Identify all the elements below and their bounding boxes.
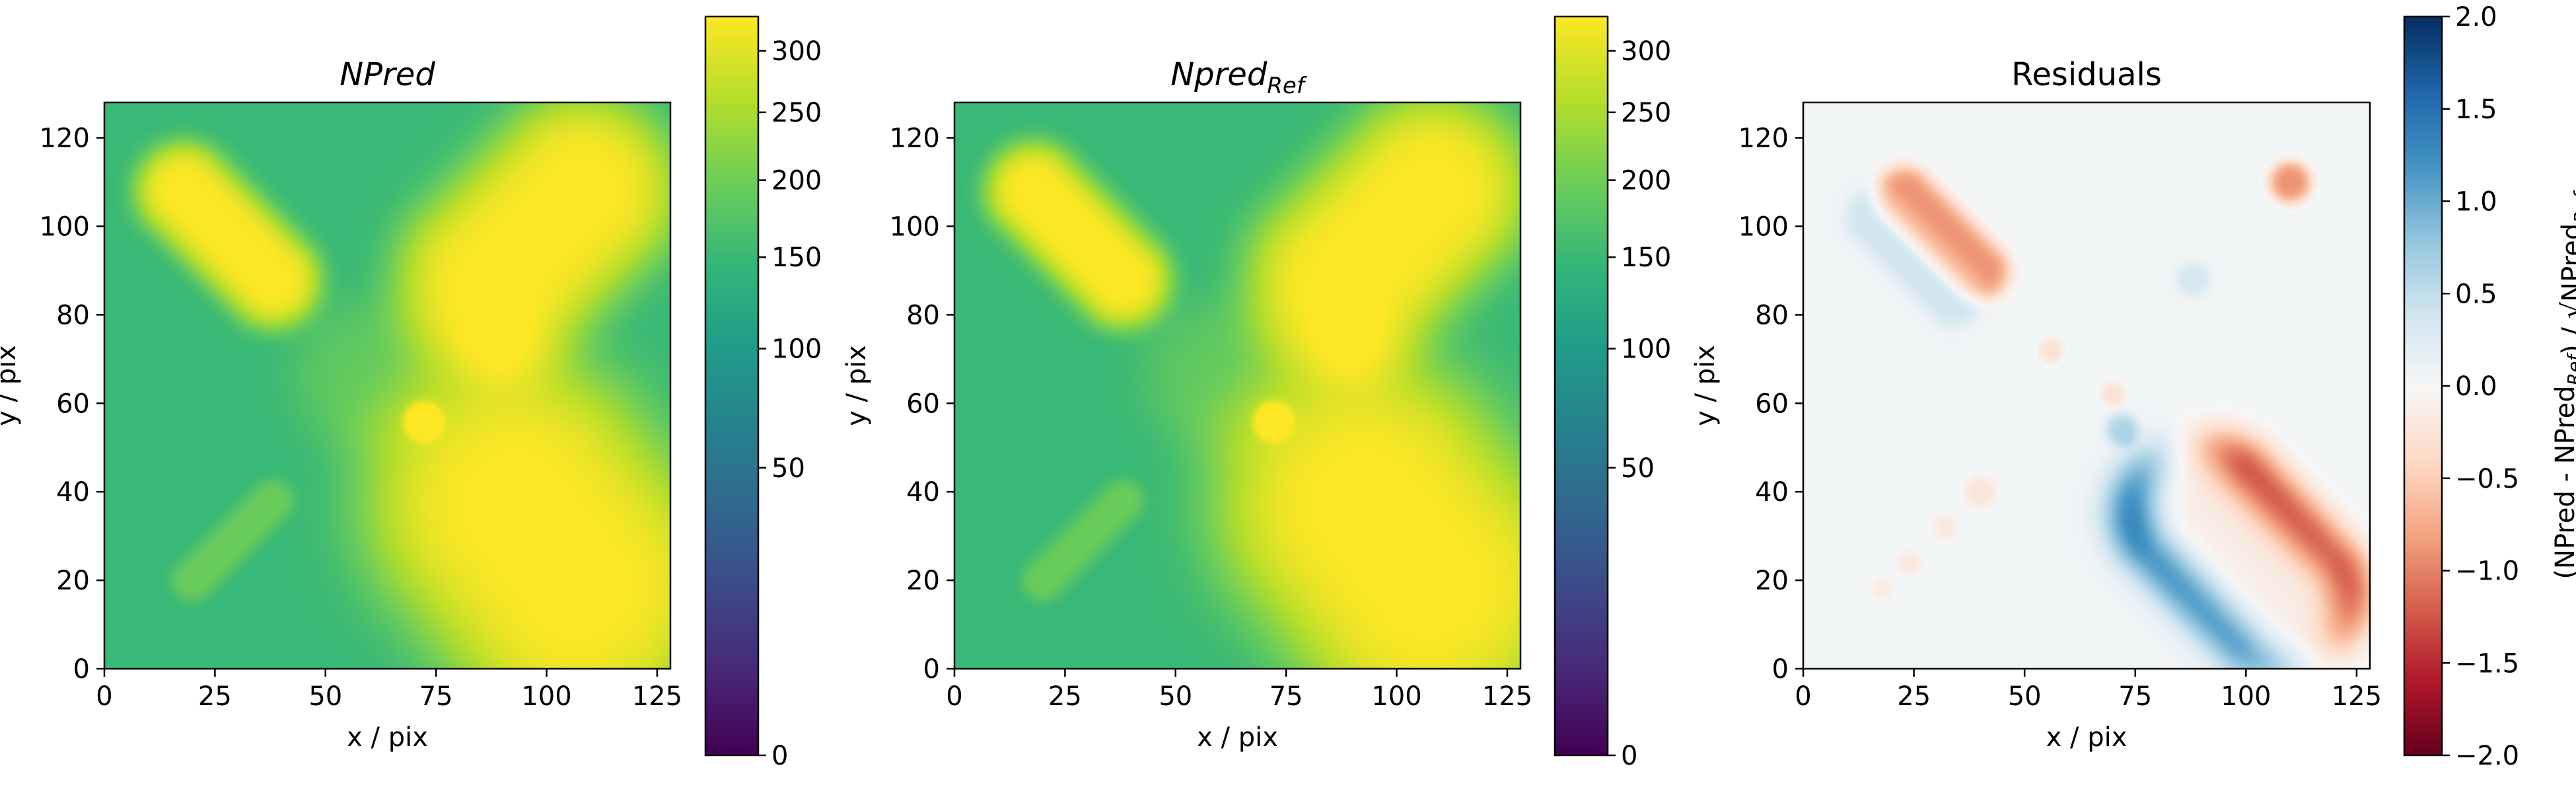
y-tick-label: 60	[1755, 389, 1789, 419]
colorbar: 0 50 100 150 200 250 300	[704, 15, 822, 771]
chart-title-main: NPred	[340, 56, 435, 93]
colorbar-tick-label: 1.0	[2455, 187, 2497, 217]
colorbar-label-subscript: Ref	[2563, 352, 2576, 386]
y-tick-label: 100	[40, 211, 90, 242]
heatmap-image	[954, 102, 1521, 669]
x-axis-label: x / pix	[2046, 722, 2128, 753]
colorbar-tick-label: 200	[1621, 166, 1671, 196]
colorbar-tick-label: 0.0	[2455, 371, 2497, 402]
y-tick-label: 120	[40, 124, 90, 154]
y-tick-label: 20	[1755, 566, 1789, 596]
colorbar-tick-label: 0.5	[2455, 279, 2497, 309]
y-tick-label: 100	[890, 211, 940, 242]
y-tick-label: 120	[1738, 124, 1789, 154]
y-tick-label: 20	[906, 566, 940, 596]
y-tick-label: 20	[56, 566, 90, 596]
x-tick-label: 75	[419, 681, 453, 712]
x-tick-label: 0	[946, 681, 962, 712]
x-tick-label: 125	[1482, 681, 1532, 712]
colorbar-tick-label: 150	[1621, 243, 1671, 273]
y-tick-label: 0	[73, 654, 90, 685]
x-tick-label: 25	[1897, 681, 1931, 712]
colorbar-gradient	[1555, 17, 1608, 755]
y-tick-label: 60	[906, 389, 940, 419]
colorbar-tick-label: 100	[1621, 334, 1671, 365]
x-tick-label: 50	[308, 681, 342, 712]
y-tick-label: 0	[1772, 654, 1789, 685]
y-tick-label: 80	[56, 300, 90, 330]
y-tick-label: 80	[1755, 300, 1789, 330]
colorbar-tick-label: 2.0	[2455, 2, 2497, 32]
chart-title: Residuals	[2011, 56, 2162, 93]
colorbar-tick-label: 300	[1621, 36, 1671, 67]
chart-title: NPred	[340, 56, 435, 93]
chart-title-subscript: Ref	[1267, 73, 1308, 99]
colorbar-tick-label: 1.5	[2455, 94, 2497, 125]
colorbar-gradient	[2404, 17, 2442, 755]
colorbar-tick-label: −2.0	[2455, 741, 2519, 771]
x-tick-label: 0	[96, 681, 112, 712]
colorbar: −2.0 −1.5 −1.0 −0.5 0.0 0.5 1.0 1.5 2.0 (NPred - …	[2403, 2, 2576, 771]
chart-title: NpredRef	[1170, 56, 1308, 99]
y-tick-label: 100	[1738, 211, 1789, 242]
chart-title-main: Npred	[1170, 56, 1268, 93]
colorbar-frame	[704, 15, 760, 757]
colorbar-tick-label: 50	[1621, 453, 1655, 484]
heatmap-image	[1803, 102, 2370, 669]
y-tick-label: 80	[906, 300, 940, 330]
colorbar-label-part: (NPred - NPred	[2550, 385, 2576, 579]
y-tick-label: 60	[56, 389, 90, 419]
colorbar: 0 50 100 150 200 250 300	[1554, 15, 1671, 771]
colorbar-tick-label: 250	[1621, 98, 1671, 128]
x-tick-label: 75	[2118, 681, 2152, 712]
colorbar-tick-label: −1.5	[2455, 648, 2519, 679]
plot-frame	[1802, 101, 2371, 670]
y-tick-label: 40	[906, 477, 940, 508]
colorbar-tick-label: 200	[771, 166, 822, 196]
colorbar-tick-label: −1.0	[2455, 556, 2519, 587]
x-tick-label: 100	[521, 681, 571, 712]
colorbar-tick-label: 100	[771, 334, 822, 365]
colorbar-tick-label: 250	[771, 98, 822, 128]
x-tick-label: 125	[632, 681, 682, 712]
x-axis-label: x / pix	[347, 722, 428, 753]
x-tick-label: 50	[2008, 681, 2042, 712]
x-tick-label: 100	[2221, 681, 2271, 712]
y-tick-label: 120	[890, 124, 940, 154]
x-tick-label: 100	[1371, 681, 1421, 712]
colorbar-tick-label: 0	[771, 741, 788, 771]
colorbar-label-part: ) / √NPred	[2557, 223, 2576, 355]
x-tick-label: 75	[1270, 681, 1303, 712]
colorbar-label: (NPred - NPredRef) / √NPredRef	[2550, 190, 2576, 579]
y-tick-label: 0	[923, 654, 940, 685]
y-tick-label: 40	[1755, 477, 1789, 508]
panel-3: Residuals 0 25 50 75 100 125 0 20 40 60 80 100 120 x /…	[1690, 2, 2576, 771]
colorbar-tick-label: 0	[1621, 741, 1637, 771]
x-tick-label: 50	[1159, 681, 1192, 712]
y-axis-label: y / pix	[841, 345, 872, 426]
x-tick-label: 25	[198, 681, 232, 712]
panel-2: NpredRef 0 25 50 75 100 125 0 20 40 60 80 100 120 x / …	[841, 15, 1671, 771]
panel-1: NPred 0 25 50 75 100 125 0 20 40 60 80 100 120 x / pix…	[0, 15, 822, 771]
plot-frame	[953, 101, 1522, 670]
colorbar-label-subscript: Ref	[2570, 190, 2576, 223]
heatmap-image	[104, 102, 670, 669]
y-tick-label: 40	[56, 477, 90, 508]
colorbar-tick-label: 300	[771, 36, 822, 67]
chart-title-main: Residuals	[2011, 56, 2162, 93]
plot-frame	[103, 101, 672, 670]
x-tick-label: 125	[2332, 681, 2382, 712]
x-tick-label: 0	[1795, 681, 1811, 712]
colorbar-gradient	[705, 17, 758, 755]
colorbar-tick-label: 150	[771, 243, 822, 273]
y-axis-label: y / pix	[0, 345, 22, 426]
colorbar-frame	[1554, 15, 1609, 757]
colorbar-tick-label: 50	[771, 453, 805, 484]
x-tick-label: 25	[1048, 681, 1082, 712]
colorbar-tick-label: −0.5	[2455, 464, 2519, 494]
x-axis-label: x / pix	[1197, 722, 1278, 753]
y-axis-label: y / pix	[1690, 345, 1721, 426]
